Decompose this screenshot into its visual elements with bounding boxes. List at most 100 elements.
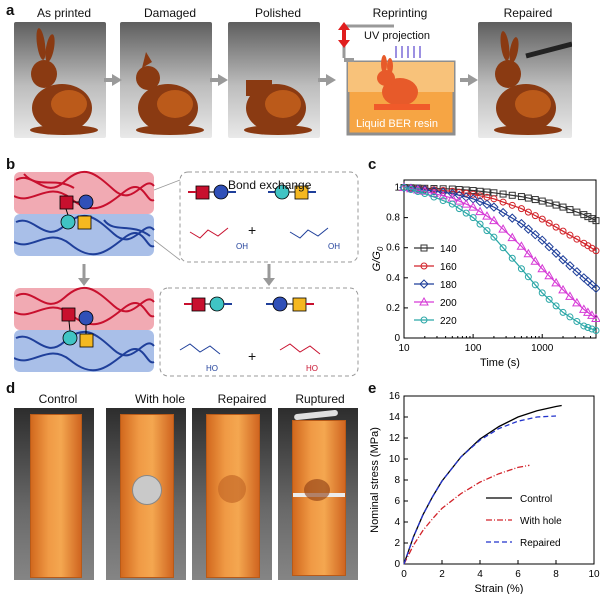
stress-strain-chart: 0 2 4 6 8 10 12 14 16 0 2 4 6 8 10 Strain (%) Nominal st… (369, 391, 600, 594)
x-tick-label: 4 (477, 569, 483, 580)
data-point (552, 201, 560, 209)
sample-with-hole (120, 414, 174, 578)
data-point (414, 188, 422, 196)
legend-marker (420, 316, 428, 324)
data-point (552, 302, 560, 310)
data-point (507, 213, 517, 223)
data-point (429, 186, 439, 196)
series-line-220 (403, 186, 597, 332)
bunny-figure (30, 28, 98, 135)
panel-c-label: c (368, 156, 377, 173)
bond-exchange-label: Bond exchange (228, 178, 312, 192)
sample-title-repaired: Repaired (217, 392, 267, 406)
x-tick-label: 8 (553, 569, 559, 580)
data-point (559, 227, 567, 235)
stress-relaxation-chart: 0 0.2 0.4 0.6 0.8 1 10 100 1000 Time (s) G/G0 140 16… (371, 179, 600, 369)
x-tick-label: 2 (439, 569, 445, 580)
data-point (592, 217, 600, 225)
data-point (566, 206, 574, 214)
data-point (572, 267, 582, 277)
data-point (584, 213, 592, 221)
data-point (498, 224, 508, 233)
data-point (565, 261, 575, 271)
data-point (523, 248, 534, 258)
y-tick-label: 2 (394, 538, 400, 549)
photo-as-printed (14, 22, 106, 138)
x-axis-label: Time (s) (480, 357, 520, 369)
photo-title-damaged: Damaged (143, 6, 197, 20)
y-axis-label-subscript: 0 (376, 246, 385, 251)
series-line-180 (403, 186, 597, 289)
hole (132, 475, 162, 505)
data-point (517, 205, 525, 213)
repaired-area (218, 475, 246, 503)
data-point (545, 295, 553, 303)
data-point (587, 310, 597, 319)
sample-title-with-hole: With hole (134, 392, 186, 406)
data-point (400, 184, 408, 192)
plot-frame (403, 179, 597, 339)
data-point (524, 194, 532, 202)
data-point (531, 281, 539, 289)
data-point (508, 254, 516, 262)
data-point (580, 322, 588, 330)
data-point (573, 317, 581, 325)
oh-label: OH (236, 242, 248, 251)
data-point (592, 247, 600, 255)
series-line-160 (403, 186, 597, 252)
photo-title-reprinting: Reprinting (372, 6, 428, 20)
arrow-right-icon (318, 74, 336, 86)
data-point (588, 215, 596, 223)
plot-frame (403, 395, 595, 565)
legend-label: Repaired (520, 538, 561, 549)
legend-marker (420, 262, 428, 270)
bunny-figure (136, 52, 204, 135)
data-point (407, 186, 415, 194)
data-point (421, 190, 429, 198)
x-tick-label: 10 (398, 343, 410, 354)
data-point (530, 229, 540, 240)
data-point (592, 326, 600, 334)
data-point (462, 209, 470, 217)
panel-e-label: e (368, 380, 377, 397)
panel-a-label: a (6, 2, 15, 19)
arrow-right-icon (210, 74, 228, 86)
series-line-repaired (403, 415, 557, 565)
x-tick-label: 100 (465, 343, 482, 354)
data-point (476, 220, 484, 228)
data-point (499, 190, 507, 198)
data-point (551, 248, 561, 258)
data-point (448, 185, 456, 193)
data-point (591, 313, 600, 322)
legend-label: With hole (520, 516, 562, 527)
data-point (482, 211, 492, 220)
y-tick-label: 0.4 (386, 273, 400, 284)
sample-title-control: Control (38, 392, 78, 406)
data-point (448, 200, 456, 208)
data-point (580, 211, 588, 219)
data-point (482, 199, 492, 210)
data-point (516, 241, 527, 250)
data-point (469, 214, 477, 222)
data-point (552, 223, 560, 231)
data-point (498, 207, 508, 218)
data-point (578, 304, 589, 313)
data-point (439, 197, 447, 205)
sample-repaired (206, 414, 260, 578)
data-point (499, 244, 507, 252)
data-point (490, 233, 498, 241)
data-point (516, 218, 527, 229)
y-tick-label: 8 (394, 475, 400, 486)
sample-ruptured (292, 420, 346, 576)
data-point (468, 202, 478, 211)
ho-label: HO (206, 364, 218, 373)
y-tick-label: 0 (394, 333, 400, 344)
data-point (531, 212, 539, 220)
data-point (523, 224, 534, 234)
photo-title-polished: Polished (254, 6, 302, 20)
uv-projection-label: UV projection (364, 30, 431, 42)
legend-label: 220 (440, 316, 457, 327)
data-point (517, 265, 525, 273)
y-tick-label: 10 (389, 454, 401, 465)
panel-b-label: b (6, 156, 16, 173)
